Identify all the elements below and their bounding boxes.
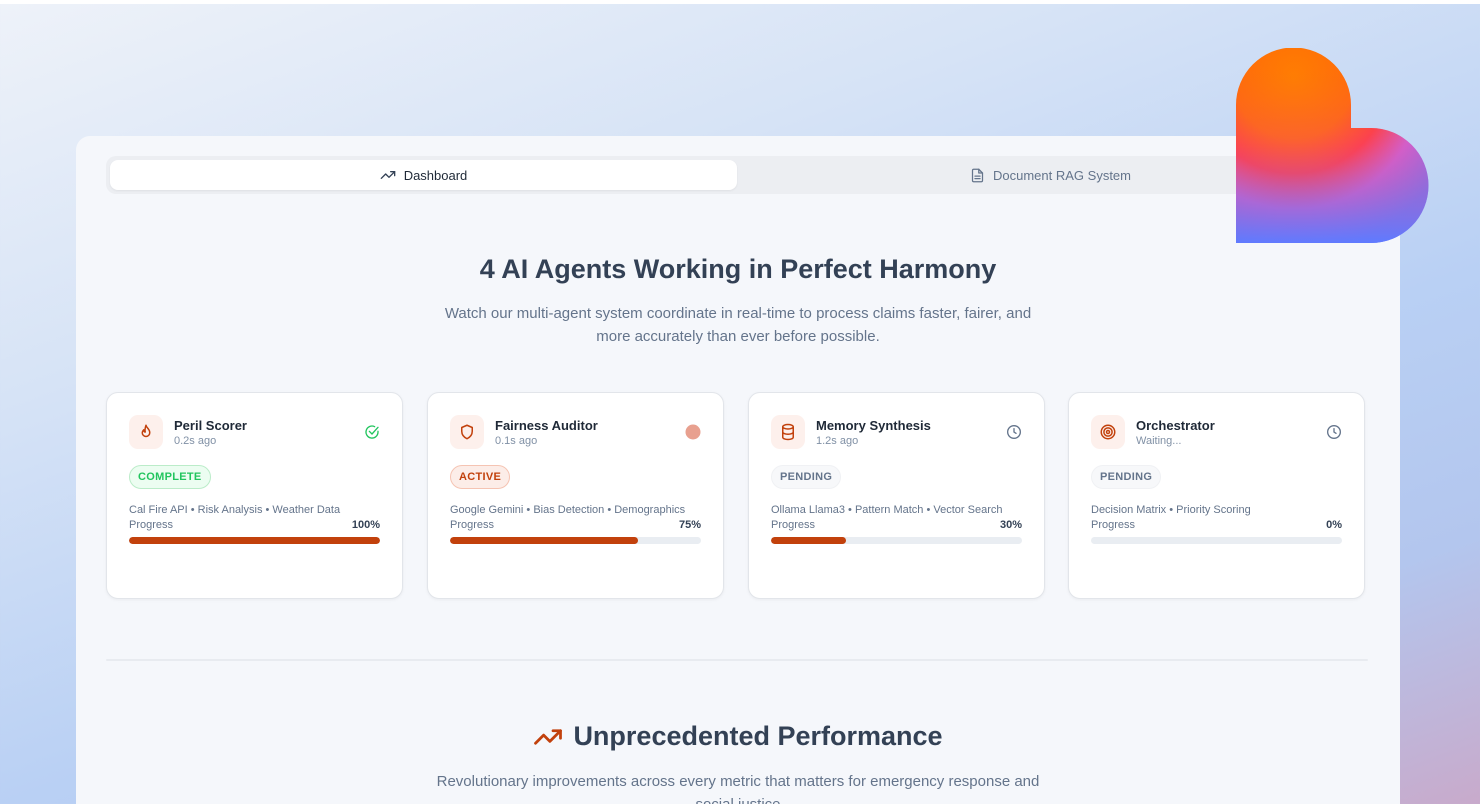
progress: Progress 75% [450, 519, 701, 544]
agent-name: Memory Synthesis [816, 418, 931, 433]
progress-bar [771, 537, 1022, 544]
top-edge [0, 0, 1480, 4]
progress-value: 100% [351, 519, 380, 531]
progress-fill [129, 537, 380, 544]
progress-fill [771, 537, 847, 544]
progress-bar [1091, 537, 1342, 544]
progress-bar [450, 537, 701, 544]
target-icon [1091, 415, 1125, 449]
status-badge: COMPLETE [129, 465, 211, 489]
tab-bar: Dashboard Document RAG System [106, 156, 1368, 194]
tab-dashboard[interactable]: Dashboard [110, 160, 737, 190]
agent-name: Peril Scorer [174, 418, 247, 433]
agent-name: Orchestrator [1136, 418, 1215, 433]
progress-bar [129, 537, 380, 544]
agent-card[interactable]: Memory Synthesis 1.2s ago PENDING Ollama… [748, 392, 1045, 599]
tab-document-rag[interactable]: Document RAG System [737, 160, 1364, 190]
agent-time: Waiting... [1136, 435, 1182, 447]
progress: Progress 100% [129, 519, 380, 544]
progress-label: Progress [129, 519, 174, 531]
agent-tags: Google Gemini • Bias Detection • Demogra… [450, 504, 686, 516]
database-icon [771, 415, 805, 449]
agent-card[interactable]: Fairness Auditor 0.1s ago ACTIVE Google … [427, 392, 724, 599]
progress-value: 30% [999, 519, 1022, 531]
progress: Progress 30% [771, 519, 1022, 544]
performance-heading: Unprecedented Performance [76, 721, 1400, 752]
shield-icon [450, 415, 484, 449]
progress-label: Progress [450, 519, 495, 531]
agent-time: 1.2s ago [816, 435, 859, 447]
status-badge: PENDING [771, 465, 842, 489]
agent-tags: Ollama Llama3 • Pattern Match • Vector S… [771, 504, 1003, 516]
agent-card[interactable]: Orchestrator Waiting... PENDING Decision… [1068, 392, 1365, 599]
active-dot-icon [685, 424, 701, 440]
agent-name: Fairness Auditor [495, 418, 598, 433]
check-circle-icon [364, 424, 380, 440]
section-divider [106, 659, 1368, 661]
heart-logo [1236, 48, 1429, 243]
status-badge: PENDING [1091, 465, 1162, 489]
performance-title: Unprecedented Performance [573, 721, 943, 751]
flame-icon [129, 415, 163, 449]
tab-label: Document RAG System [993, 167, 1131, 183]
agent-tags: Cal Fire API • Risk Analysis • Weather D… [129, 504, 341, 516]
agent-time: 0.1s ago [495, 435, 538, 447]
hero-subtitle: Watch our multi-agent system coordinate … [444, 305, 1032, 345]
progress-label: Progress [1091, 519, 1136, 531]
progress-value: 75% [678, 519, 701, 531]
main-panel: Dashboard Document RAG System 4 AI Agent… [76, 136, 1400, 804]
clock-icon [1006, 424, 1022, 440]
agent-time: 0.2s ago [174, 435, 217, 447]
trending-up-icon [380, 171, 396, 179]
progress-value: 0% [1326, 519, 1342, 531]
hero-title: 4 AI Agents Working in Perfect Harmony [479, 254, 997, 284]
performance-subtitle: Revolutionary improvements across every … [436, 773, 1040, 804]
file-text-icon [971, 168, 984, 182]
clock-icon [1326, 424, 1342, 440]
status-badge: ACTIVE [450, 465, 511, 489]
progress-label: Progress [771, 519, 816, 531]
progress-fill [450, 537, 639, 544]
tab-label: Dashboard [403, 167, 468, 183]
agent-tags: Decision Matrix • Priority Scoring [1091, 504, 1251, 516]
agent-card[interactable]: Peril Scorer 0.2s ago COMPLETE Cal Fire … [106, 392, 403, 599]
trending-up-icon [534, 728, 563, 745]
progress: Progress 0% [1091, 519, 1342, 544]
